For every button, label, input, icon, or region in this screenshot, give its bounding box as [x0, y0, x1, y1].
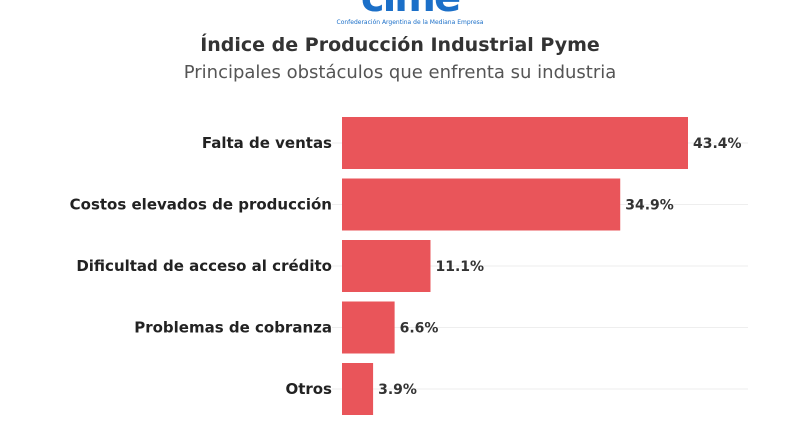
- category-label: Otros: [285, 380, 332, 398]
- bar: [342, 178, 621, 231]
- data-label: 6.6%: [400, 321, 439, 337]
- data-label: 3.9%: [378, 382, 417, 398]
- category-label: Costos elevados de producción: [70, 196, 332, 214]
- chart-subtitle: Principales obstáculos que enfrenta su i…: [183, 62, 617, 83]
- chart-title: Índice de Producción Industrial Pyme: [200, 34, 600, 56]
- category-label: Problemas de cobranza: [134, 319, 332, 337]
- bar: [342, 240, 431, 292]
- category-label: Dificultad de acceso al crédito: [76, 257, 332, 275]
- logo-mark: cime: [340, 0, 480, 16]
- bar: [342, 117, 688, 169]
- category-label: Falta de ventas: [202, 134, 332, 152]
- data-label: 34.9%: [625, 198, 674, 214]
- data-label: 11.1%: [435, 259, 484, 275]
- data-label: 43.4%: [693, 136, 742, 152]
- bar: [342, 301, 395, 354]
- logo: cime: [340, 0, 480, 16]
- bar: [342, 363, 374, 415]
- logo-tagline: Confederación Argentina de la Mediana Em…: [336, 19, 484, 26]
